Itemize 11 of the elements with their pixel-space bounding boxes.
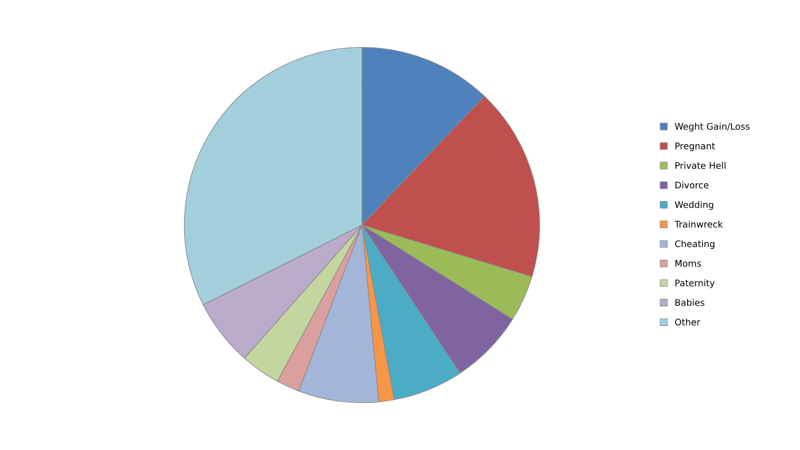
legend-label: Private Hell bbox=[675, 162, 726, 169]
legend-label: Wedding bbox=[674, 201, 714, 210]
legend-label: Pregnant bbox=[675, 142, 715, 152]
legend-label: Paternity bbox=[675, 279, 715, 288]
legend-label: Babies bbox=[675, 298, 704, 306]
legend-label: Moms bbox=[675, 260, 701, 267]
legend-label: Other bbox=[675, 318, 700, 326]
legend-label: Divorce bbox=[675, 181, 708, 188]
legend-label: Cheating bbox=[675, 240, 714, 249]
legend-label: Trainwreck bbox=[674, 220, 723, 228]
legend-label: Weght Gain/Loss bbox=[674, 122, 750, 132]
